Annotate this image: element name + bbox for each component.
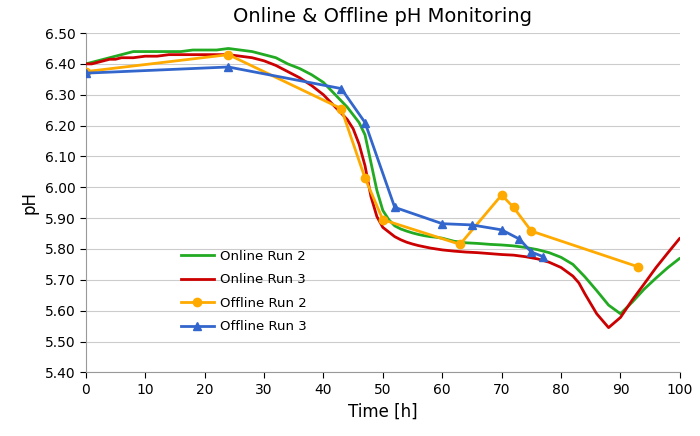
Title: Online & Offline pH Monitoring: Online & Offline pH Monitoring: [233, 7, 532, 26]
Legend: Online Run 2, Online Run 3, Offline Run 2, Offline Run 3: Online Run 2, Online Run 3, Offline Run …: [176, 245, 312, 339]
Y-axis label: pH: pH: [21, 191, 39, 214]
X-axis label: Time [h]: Time [h]: [348, 402, 418, 420]
